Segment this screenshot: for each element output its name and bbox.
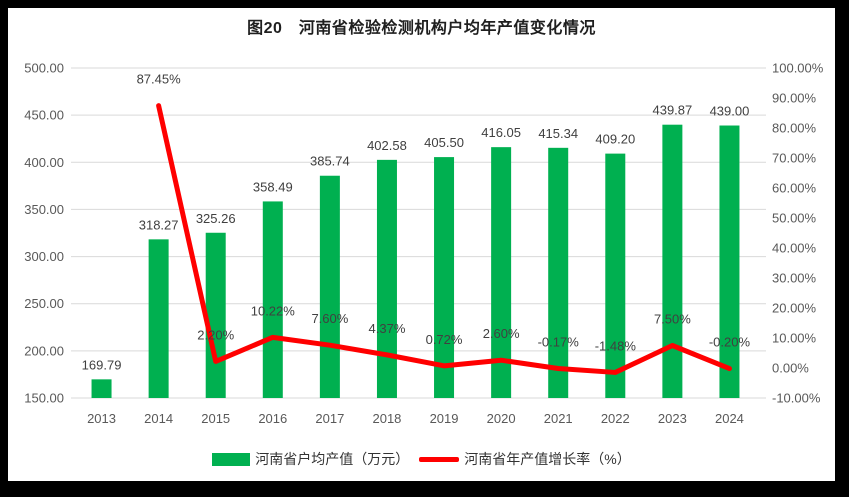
right-axis-tick: 50.00% xyxy=(772,211,817,226)
bar-value-label: 169.79 xyxy=(82,357,122,372)
bar-series-label: 河南省户均产值（万元） xyxy=(255,451,410,467)
bar-2017 xyxy=(319,175,340,398)
line-series-swatch-icon xyxy=(419,456,460,462)
x-axis-tick: 2015 xyxy=(201,411,230,426)
line-value-label: 10.22% xyxy=(251,303,296,318)
right-axis-tick: 10.00% xyxy=(772,331,817,346)
right-axis-tick: 80.00% xyxy=(772,121,817,136)
bar-series-swatch-icon xyxy=(212,452,251,466)
bar-2021 xyxy=(548,147,569,398)
bar-value-label: 409.20 xyxy=(595,132,635,147)
bar-2016 xyxy=(262,201,283,398)
bar-2014 xyxy=(148,239,169,398)
left-axis-tick: 200.00 xyxy=(24,343,64,358)
right-axis-tick: -10.00% xyxy=(772,391,821,406)
gridlines xyxy=(71,67,766,399)
legend-item-bar-series: 河南省户均产值（万元） xyxy=(212,449,409,469)
left-axis-tick: 500.00 xyxy=(24,61,64,76)
chart-legend: 河南省户均产值（万元） 河南省年产值增长率（%） xyxy=(8,449,835,469)
line-data-labels: 87.45% 2.20% 10.22% 7.60% 4.37% 0.72% 2.60% -0.… xyxy=(137,72,751,354)
line-value-label: 7.60% xyxy=(311,311,348,326)
bar-2024 xyxy=(719,125,740,398)
left-axis-tick: 300.00 xyxy=(24,249,64,264)
bar-value-label: 402.58 xyxy=(367,138,407,153)
line-value-label: -1.48% xyxy=(595,338,637,353)
bar-value-label: 385.74 xyxy=(310,154,350,169)
x-axis-tick: 2021 xyxy=(544,411,573,426)
x-axis-labels: 2013 2014 2015 2016 2017 2018 2019 2020 2021 2022… xyxy=(87,411,744,426)
bar-value-label: 439.87 xyxy=(652,103,692,118)
chart-frame: 图20 河南省检验检测机构户均年产值变化情况 150.00 200.00 250.0… xyxy=(8,8,835,481)
x-axis-tick: 2013 xyxy=(87,411,116,426)
bar-value-label: 325.26 xyxy=(196,211,236,226)
growth-rate-line xyxy=(156,103,732,375)
bar-value-label: 318.27 xyxy=(139,217,179,232)
right-axis-labels: -10.00% 0.00% 10.00% 20.00% 30.00% 40.00% 50.0… xyxy=(772,61,824,406)
bar-2013 xyxy=(91,379,112,398)
right-axis-tick: 40.00% xyxy=(772,241,817,256)
line-value-label: 0.72% xyxy=(426,332,463,347)
right-axis-tick: 60.00% xyxy=(772,181,817,196)
bar-2018 xyxy=(376,159,397,398)
right-axis-tick: 20.00% xyxy=(772,301,817,316)
left-axis-tick: 400.00 xyxy=(24,155,64,170)
line-value-label: 4.37% xyxy=(369,321,406,336)
x-axis-tick: 2018 xyxy=(372,411,401,426)
x-axis-tick: 2022 xyxy=(601,411,630,426)
bar-2015 xyxy=(205,232,226,398)
bar-2020 xyxy=(491,147,512,398)
bar-2019 xyxy=(434,157,455,398)
chart-title: 图20 河南省检验检测机构户均年产值变化情况 xyxy=(247,20,596,37)
line-value-label: -0.20% xyxy=(709,335,751,350)
line-value-label: 2.60% xyxy=(483,326,520,341)
right-axis-tick: 0.00% xyxy=(772,361,809,376)
bar-value-label: 439.00 xyxy=(710,104,750,119)
bar-value-label: 415.34 xyxy=(538,126,578,141)
combo-chart-canvas: 150.00 200.00 250.00 300.00 350.00 400.00 450.… xyxy=(24,61,824,427)
left-axis-tick: 250.00 xyxy=(24,296,64,311)
x-axis-tick: 2020 xyxy=(487,411,516,426)
right-axis-tick: 30.00% xyxy=(772,271,817,286)
right-axis-tick: 100.00% xyxy=(772,61,824,76)
bar-value-label: 358.49 xyxy=(253,179,293,194)
bar-value-label: 416.05 xyxy=(481,125,521,140)
left-axis-tick: 450.00 xyxy=(24,108,64,123)
line-value-label: 87.45% xyxy=(137,72,182,87)
line-value-label: -0.17% xyxy=(538,335,580,350)
x-axis-tick: 2023 xyxy=(658,411,687,426)
bar-2023 xyxy=(662,124,683,398)
legend-item-line-series: 河南省年产值增长率（%） xyxy=(419,449,631,469)
left-axis-tick: 350.00 xyxy=(24,202,64,217)
bar-data-labels: 169.79 318.27 325.26 358.49 385.74 402.58 405.… xyxy=(82,103,750,373)
bar-value-label: 405.50 xyxy=(424,135,464,150)
line-value-label: 7.50% xyxy=(654,312,691,327)
line-series-label: 河南省年产值增长率（%） xyxy=(464,451,631,467)
right-axis-tick: 70.00% xyxy=(772,151,817,166)
right-axis-tick: 90.00% xyxy=(772,91,817,106)
x-axis-tick: 2024 xyxy=(715,411,744,426)
bar-2022 xyxy=(605,153,626,398)
x-axis-tick: 2017 xyxy=(315,411,344,426)
x-axis-tick: 2019 xyxy=(430,411,459,426)
x-axis-tick: 2016 xyxy=(258,411,287,426)
left-axis-labels: 150.00 200.00 250.00 300.00 350.00 400.00 450.… xyxy=(24,61,64,406)
x-axis-tick: 2014 xyxy=(144,411,173,426)
left-axis-tick: 150.00 xyxy=(24,391,64,406)
line-value-label: 2.20% xyxy=(197,327,234,342)
